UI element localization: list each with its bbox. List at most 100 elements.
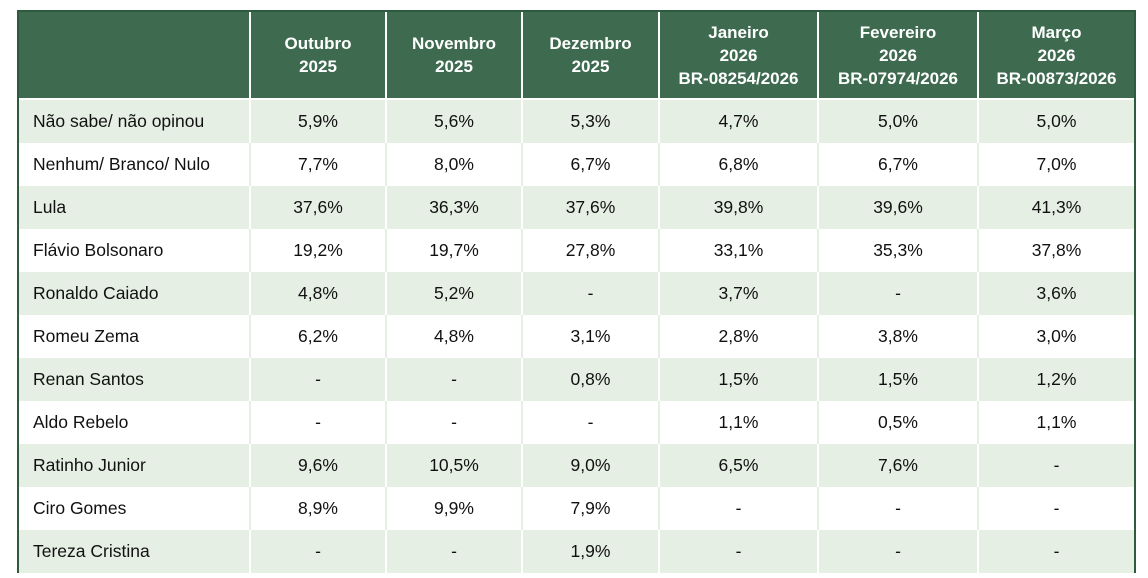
cell: 3,7% (658, 272, 818, 315)
cell: - (249, 401, 386, 444)
header-line: 2025 (571, 57, 610, 76)
cell: - (385, 358, 522, 401)
cell: 19,2% (249, 229, 386, 272)
table-row: Aldo Rebelo - - -1,1% 0,5% 1,1% (19, 401, 1134, 444)
header-cell: Novembro 2025 (385, 12, 522, 100)
row-label: Aldo Rebelo (19, 401, 250, 444)
header-line: 2026 (879, 45, 917, 65)
header-line: Outubro (284, 34, 352, 53)
cell: 39,6% (817, 186, 978, 229)
poll-table: Outubro 2025 Novembro 2025 Dezembro 2025 Janei… (19, 12, 1134, 573)
cell: 7,7% (249, 143, 386, 186)
cell: 33,1% (658, 229, 818, 272)
cell: - (521, 401, 659, 444)
header-cell (19, 12, 250, 100)
cell: 3,8% (817, 315, 978, 358)
table-row: Nenhum/ Branco/ Nulo 7,7% 8,0% 6,7% 6,8% 6,7%… (19, 143, 1134, 186)
cell: 9,6% (249, 444, 386, 487)
cell: 27,8% (521, 229, 659, 272)
cell: 6,8% (658, 143, 818, 186)
table-row: Romeu Zema 6,2% 4,8% 3,1% 2,8% 3,8% 3,0% (19, 315, 1134, 358)
header-line: BR-00873/2026 (996, 68, 1117, 88)
cell: 0,5% (817, 401, 978, 444)
cell: 6,7% (521, 143, 659, 186)
row-label: Ciro Gomes (19, 487, 250, 530)
cell: - (658, 530, 818, 573)
cell: 3,0% (977, 315, 1134, 358)
cell: 5,0% (977, 99, 1134, 143)
cell: - (977, 530, 1134, 573)
cell: - (817, 272, 978, 315)
cell: 5,6% (385, 99, 522, 143)
row-label: Ratinho Junior (19, 444, 250, 487)
table-row: Lula 37,6% 36,3% 37,6% 39,8% 39,6% 41,3% (19, 186, 1134, 229)
cell: 1,5% (817, 358, 978, 401)
header-line: Dezembro (549, 34, 632, 53)
cell: 8,0% (385, 143, 522, 186)
header-line: Janeiro (708, 22, 769, 42)
cell: - (977, 444, 1134, 487)
cell: 8,9% (249, 487, 386, 530)
cell: 37,8% (977, 229, 1134, 272)
table-row: Renan Santos - -0,8% 1,5% 1,5% 1,2% (19, 358, 1134, 401)
table-frame: Outubro 2025 Novembro 2025 Dezembro 2025 Janei… (17, 10, 1136, 573)
header-line: 2026 (719, 45, 758, 65)
cell: - (658, 487, 818, 530)
cell: 39,8% (658, 186, 818, 229)
row-label: Romeu Zema (19, 315, 250, 358)
header-line: BR-07974/2026 (837, 68, 959, 88)
row-label: Nenhum/ Branco/ Nulo (19, 143, 250, 186)
table-row: Não sabe/ não opinou 5,9% 5,6% 5,3% 4,7% 5,0%… (19, 99, 1134, 143)
header-cell: Fevereiro 2026 BR-07974/2026 (817, 12, 978, 100)
cell: 4,8% (385, 315, 522, 358)
row-label: Lula (19, 186, 250, 229)
cell: 5,0% (817, 99, 978, 143)
header-line: 2025 (299, 57, 337, 76)
table-row: Ronaldo Caiado 4,8% 5,2% -3,7% -3,6% (19, 272, 1134, 315)
row-label: Flávio Bolsonaro (19, 229, 250, 272)
cell: 1,1% (977, 401, 1134, 444)
cell: 41,3% (977, 186, 1134, 229)
cell: 1,1% (658, 401, 818, 444)
cell: 3,1% (521, 315, 659, 358)
cell: 6,5% (658, 444, 818, 487)
table-row: Ratinho Junior 9,6% 10,5% 9,0% 6,5% 7,6% - (19, 444, 1134, 487)
cell: 2,8% (658, 315, 818, 358)
table-row: Flávio Bolsonaro 19,2% 19,7% 27,8% 33,1% 35,3… (19, 229, 1134, 272)
header-cell: Março 2026 BR-00873/2026 (977, 12, 1134, 100)
cell: 7,9% (521, 487, 659, 530)
header-cell: Outubro 2025 (249, 12, 386, 100)
header-line: 2026 (1037, 45, 1076, 65)
cell: 37,6% (521, 186, 659, 229)
header-cell: Dezembro 2025 (521, 12, 659, 100)
row-label: Tereza Cristina (19, 530, 250, 573)
cell: 10,5% (385, 444, 522, 487)
cell: 7,0% (977, 143, 1134, 186)
header-row: Outubro 2025 Novembro 2025 Dezembro 2025 Janei… (19, 12, 1134, 100)
cell: 19,7% (385, 229, 522, 272)
table-row: Ciro Gomes 8,9% 9,9% 7,9% - - - (19, 487, 1134, 530)
cell: 4,7% (658, 99, 818, 143)
row-label: Não sabe/ não opinou (19, 99, 250, 143)
cell: 1,5% (658, 358, 818, 401)
cell: 5,2% (385, 272, 522, 315)
cell: - (977, 487, 1134, 530)
cell: - (385, 401, 522, 444)
cell: 5,9% (249, 99, 386, 143)
cell: 9,9% (385, 487, 522, 530)
cell: 6,7% (817, 143, 978, 186)
cell: - (817, 487, 978, 530)
cell: - (817, 530, 978, 573)
cell: 35,3% (817, 229, 978, 272)
row-label: Ronaldo Caiado (19, 272, 250, 315)
table-body: Não sabe/ não opinou 5,9% 5,6% 5,3% 4,7% 5,0%… (19, 99, 1134, 573)
cell: 9,0% (521, 444, 659, 487)
cell: 5,3% (521, 99, 659, 143)
cell: 37,6% (249, 186, 386, 229)
cell: 4,8% (249, 272, 386, 315)
cell: - (521, 272, 659, 315)
cell: 3,6% (977, 272, 1134, 315)
cell: 1,2% (977, 358, 1134, 401)
cell: 36,3% (385, 186, 522, 229)
cell: 6,2% (249, 315, 386, 358)
